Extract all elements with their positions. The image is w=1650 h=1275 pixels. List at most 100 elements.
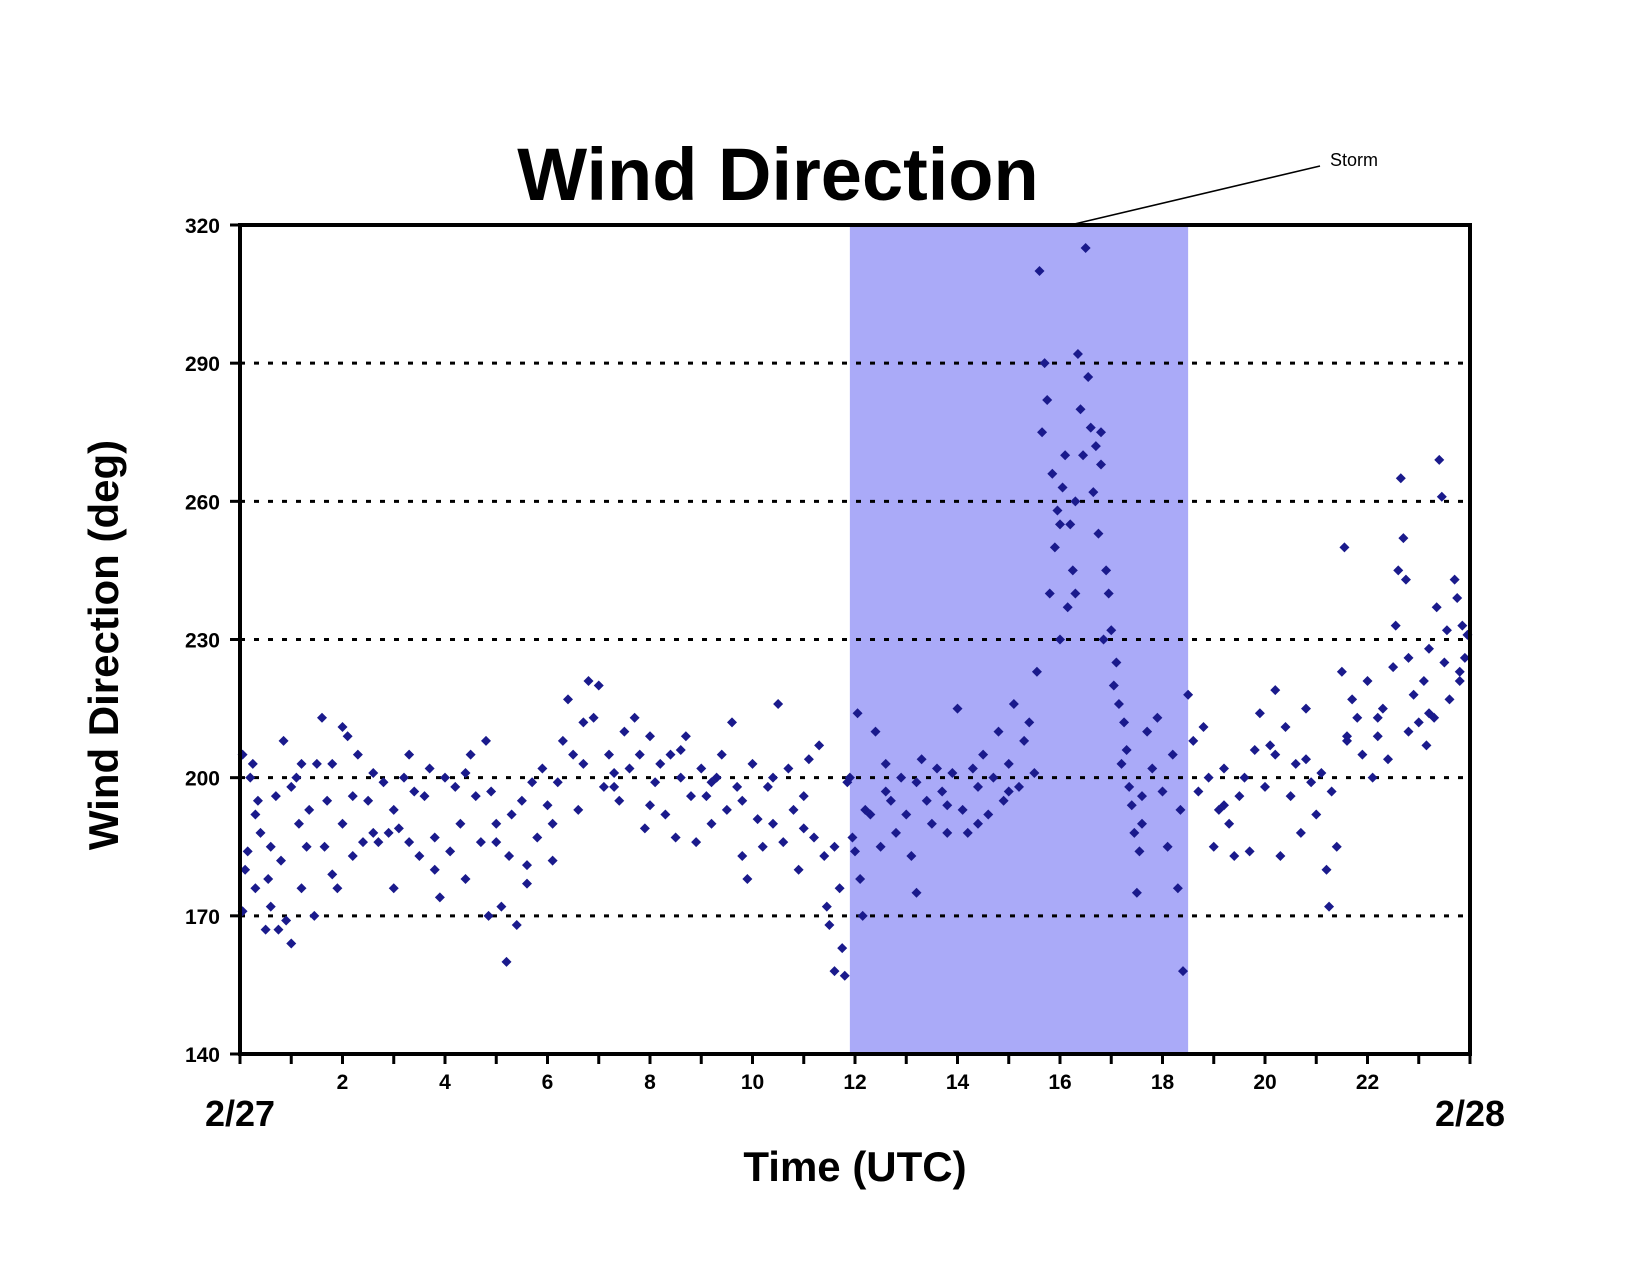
data-point bbox=[527, 777, 538, 788]
data-point bbox=[609, 781, 620, 792]
chart-title: Wind Direction bbox=[517, 133, 1038, 216]
data-point bbox=[727, 717, 737, 728]
data-point bbox=[778, 837, 789, 848]
data-point bbox=[921, 795, 932, 806]
data-point bbox=[1321, 864, 1332, 875]
data-point bbox=[1290, 758, 1301, 769]
data-point bbox=[639, 823, 650, 834]
data-point bbox=[814, 740, 825, 751]
data-point bbox=[1254, 708, 1265, 719]
data-point bbox=[857, 910, 868, 921]
data-point bbox=[373, 837, 384, 848]
storm-annotation-label: Storm bbox=[1330, 150, 1378, 170]
data-point bbox=[337, 818, 348, 829]
data-point bbox=[1367, 772, 1378, 783]
data-point bbox=[532, 832, 543, 843]
data-point bbox=[491, 818, 502, 829]
data-point bbox=[847, 832, 858, 843]
data-point bbox=[242, 846, 253, 857]
y-tick-label: 140 bbox=[185, 1044, 220, 1067]
data-point bbox=[1034, 266, 1045, 277]
data-point bbox=[1239, 772, 1250, 783]
data-point bbox=[829, 841, 840, 852]
data-point bbox=[624, 763, 635, 774]
data-point bbox=[1418, 675, 1429, 686]
x-tick-label: 16 bbox=[1048, 1071, 1071, 1094]
data-point bbox=[1062, 602, 1073, 613]
data-point bbox=[429, 832, 440, 843]
data-point bbox=[1031, 666, 1042, 677]
data-point bbox=[1106, 625, 1117, 636]
data-point bbox=[1398, 533, 1409, 544]
data-point bbox=[327, 758, 338, 769]
data-point bbox=[1372, 712, 1383, 723]
data-point bbox=[665, 749, 676, 760]
data-point bbox=[1352, 712, 1363, 723]
data-point bbox=[837, 943, 848, 954]
data-point bbox=[1024, 717, 1035, 728]
data-point bbox=[475, 837, 486, 848]
data-point bbox=[686, 791, 696, 802]
data-point bbox=[460, 873, 471, 884]
data-point bbox=[1311, 809, 1322, 820]
x-end-date-label: 2/28 bbox=[1435, 1093, 1505, 1134]
data-point bbox=[1157, 786, 1168, 797]
data-point bbox=[896, 772, 907, 783]
data-point bbox=[240, 864, 251, 875]
data-point bbox=[486, 786, 497, 797]
storm-annotation-leader-line bbox=[1070, 165, 1321, 226]
data-point bbox=[691, 837, 702, 848]
data-point bbox=[916, 754, 927, 765]
data-point bbox=[706, 818, 717, 829]
data-point bbox=[358, 837, 368, 848]
data-point bbox=[1301, 703, 1311, 714]
data-point bbox=[501, 956, 512, 967]
y-axis-ticks: 140 170 200 230 260 290 320 bbox=[185, 215, 240, 1067]
data-point bbox=[347, 791, 358, 802]
data-point bbox=[783, 763, 794, 774]
data-point bbox=[952, 703, 963, 714]
data-point bbox=[870, 726, 881, 737]
data-point bbox=[265, 901, 276, 912]
data-point bbox=[573, 804, 584, 815]
storm-shaded-region bbox=[849, 225, 1189, 1054]
data-point bbox=[819, 850, 830, 861]
data-point bbox=[1124, 781, 1135, 792]
data-point bbox=[1336, 666, 1347, 677]
data-point bbox=[680, 731, 691, 742]
data-point bbox=[1067, 565, 1078, 576]
data-point bbox=[537, 763, 548, 774]
data-point bbox=[1003, 758, 1014, 769]
data-point bbox=[1121, 745, 1132, 756]
data-point bbox=[1434, 454, 1445, 465]
data-point bbox=[957, 804, 968, 815]
data-point bbox=[1390, 620, 1401, 631]
data-point bbox=[522, 860, 532, 871]
data-point bbox=[1377, 703, 1388, 714]
data-point bbox=[278, 735, 289, 746]
data-point bbox=[757, 841, 768, 852]
data-point bbox=[311, 758, 322, 769]
data-point bbox=[798, 823, 809, 834]
data-point bbox=[880, 758, 891, 769]
data-point bbox=[993, 726, 1004, 737]
data-point bbox=[265, 841, 276, 852]
data-point bbox=[1188, 735, 1199, 746]
data-point bbox=[1362, 675, 1373, 686]
data-point bbox=[1403, 726, 1414, 737]
data-point bbox=[557, 735, 568, 746]
data-point bbox=[1393, 565, 1404, 576]
data-point bbox=[937, 786, 948, 797]
x-axis-ticks: 2 4 6 8 10 12 14 16 18 20 22 bbox=[238, 1054, 1472, 1094]
data-point bbox=[1331, 841, 1342, 852]
data-point bbox=[1093, 528, 1104, 539]
data-point bbox=[732, 781, 743, 792]
gridlines bbox=[240, 361, 1470, 918]
data-point bbox=[901, 809, 912, 820]
data-point bbox=[891, 827, 901, 838]
data-point bbox=[1037, 427, 1048, 438]
data-point bbox=[752, 814, 763, 825]
data-point bbox=[1131, 887, 1142, 898]
data-point bbox=[1083, 371, 1094, 382]
data-point bbox=[1055, 519, 1065, 530]
